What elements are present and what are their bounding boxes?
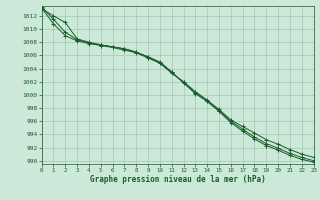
X-axis label: Graphe pression niveau de la mer (hPa): Graphe pression niveau de la mer (hPa)	[90, 175, 266, 184]
